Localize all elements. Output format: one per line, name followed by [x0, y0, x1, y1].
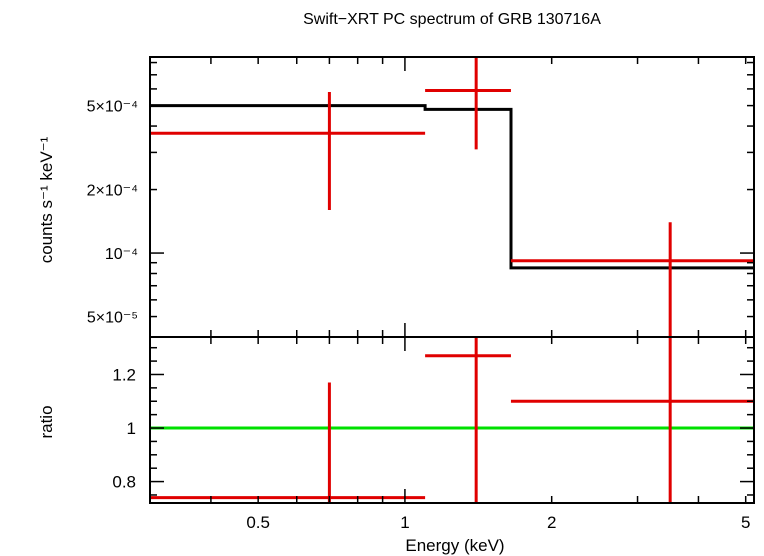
bottom-panel-frame [149, 336, 755, 504]
top-data-point-2 [510, 222, 754, 337]
x-tick-label-0: 0.5 [246, 513, 270, 532]
bottom-y-tick-label-0: 0.8 [112, 473, 136, 492]
x-axis-label: Energy (keV) [405, 536, 504, 555]
bottom-y-tick-label-2: 1.2 [112, 365, 136, 384]
top-y-axis-ticks: 5×10⁻⁵ 10⁻⁴ 2×10⁻⁴ 5×10⁻⁴ [87, 61, 754, 338]
top-panel [150, 57, 754, 337]
top-y-axis-label: counts s⁻¹ keV⁻¹ [37, 136, 56, 263]
bottom-y-axis-label: ratio [37, 405, 56, 438]
chart-title: Swift−XRT PC spectrum of GRB 130716A [303, 11, 601, 28]
top-y-tick-label-3: 5×10⁻⁴ [87, 99, 138, 116]
top-y-tick-label-0: 5×10⁻⁵ [87, 310, 138, 327]
x-axis-ticks: 0.5 1 2 5 [149, 57, 750, 532]
x-tick-label-1: 1 [400, 513, 409, 532]
ratio-data-point-2 [510, 337, 754, 503]
top-y-tick-label-1: 10⁻⁴ [105, 246, 138, 263]
bottom-y-tick-label-1: 1 [127, 419, 136, 438]
ratio-data-point-0 [150, 382, 426, 503]
x-tick-label-3: 5 [741, 513, 750, 532]
top-panel-frame [149, 56, 755, 338]
bottom-y-axis-ticks: 0.8 1 1.2 [112, 346, 754, 496]
top-data-point-0 [150, 92, 426, 210]
bottom-panel [150, 337, 754, 503]
top-y-tick-label-2: 2×10⁻⁴ [87, 183, 138, 200]
top-data-point-1 [425, 57, 511, 150]
ratio-data-point-1 [425, 337, 511, 503]
x-tick-label-2: 2 [547, 513, 556, 532]
model-step-line [150, 104, 754, 270]
